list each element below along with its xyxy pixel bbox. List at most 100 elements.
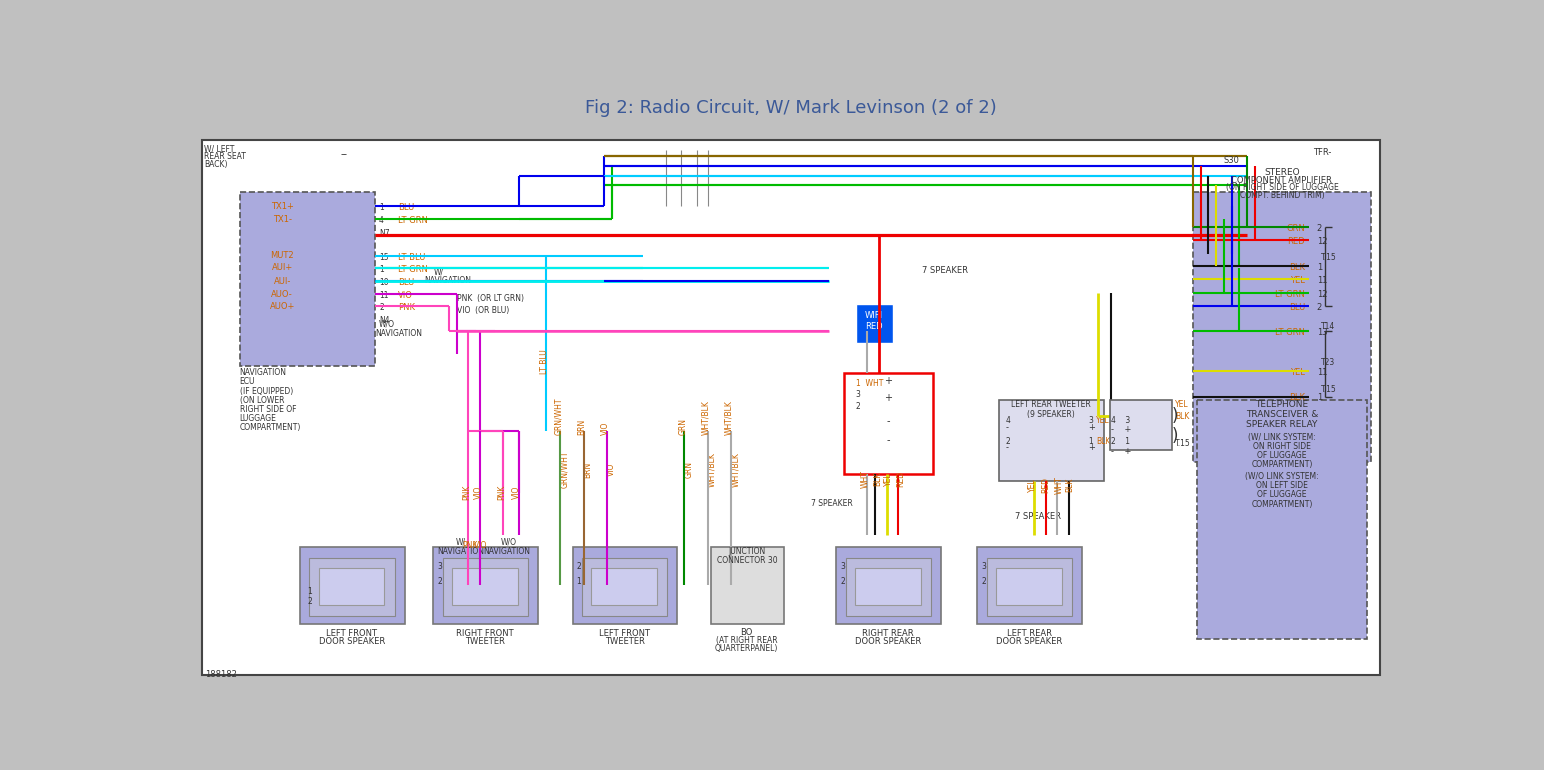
Text: DOOR SPEAKER: DOOR SPEAKER	[855, 637, 922, 646]
Text: VIO: VIO	[607, 463, 616, 477]
Text: (ON RIGHT SIDE OF LUGGAGE: (ON RIGHT SIDE OF LUGGAGE	[1226, 183, 1339, 192]
Text: 4: 4	[378, 216, 384, 226]
Text: N4: N4	[378, 316, 389, 325]
Text: 1: 1	[307, 587, 312, 596]
Text: 1: 1	[1317, 393, 1322, 403]
Bar	[837, 547, 940, 624]
Bar	[855, 568, 920, 605]
Text: 2: 2	[1317, 224, 1322, 233]
Text: 3: 3	[855, 390, 860, 399]
Text: 13: 13	[1317, 328, 1328, 337]
Text: 1: 1	[378, 203, 384, 213]
Text: 10: 10	[378, 278, 389, 287]
Text: 188182: 188182	[205, 670, 236, 679]
Text: W/: W/	[434, 268, 443, 277]
Text: NAVIGATION: NAVIGATION	[425, 276, 471, 285]
Text: BLK: BLK	[1289, 393, 1305, 403]
Bar	[987, 558, 1072, 616]
Text: ON LEFT SIDE: ON LEFT SIDE	[1255, 481, 1308, 490]
Text: ECU: ECU	[239, 377, 255, 387]
Text: COMPARTMENT): COMPARTMENT)	[1251, 460, 1312, 470]
Text: BRN: BRN	[584, 461, 593, 478]
Text: BLK: BLK	[1096, 437, 1110, 447]
Text: LUGGAGE: LUGGAGE	[239, 414, 276, 424]
Bar	[846, 558, 931, 616]
Text: W/: W/	[455, 537, 465, 547]
Text: 1  WHT: 1 WHT	[855, 379, 883, 388]
Text: N7: N7	[378, 229, 389, 238]
Text: YEL: YEL	[885, 472, 894, 486]
Bar	[591, 568, 658, 605]
Text: YEL: YEL	[1096, 416, 1110, 425]
Text: 3: 3	[1089, 416, 1093, 425]
Text: +: +	[1089, 424, 1095, 433]
Text: ): )	[1172, 427, 1178, 445]
Text: LT BLU: LT BLU	[540, 350, 550, 374]
Text: YEL: YEL	[1028, 478, 1036, 492]
Text: 2    1: 2 1	[1112, 437, 1130, 447]
Text: 11: 11	[1317, 368, 1328, 377]
Text: RIGHT REAR: RIGHT REAR	[863, 629, 914, 638]
Bar	[1197, 400, 1366, 639]
Text: AUO-: AUO-	[272, 290, 293, 299]
Text: -: -	[1005, 424, 1008, 433]
Text: TX1-: TX1-	[273, 215, 292, 224]
Text: BO: BO	[740, 628, 752, 637]
Text: WHT/BLK: WHT/BLK	[724, 400, 733, 435]
Text: (AT RIGHT REAR: (AT RIGHT REAR	[715, 636, 777, 645]
Text: DOOR SPEAKER: DOOR SPEAKER	[996, 637, 1062, 646]
Text: W/O: W/O	[502, 537, 517, 547]
Text: RED: RED	[1288, 237, 1305, 246]
Text: T.15: T.15	[1320, 385, 1337, 394]
Text: WHT: WHT	[862, 470, 871, 488]
Text: GRN/WHT: GRN/WHT	[554, 397, 564, 435]
Text: YEL: YEL	[1291, 276, 1305, 285]
Text: BLK: BLK	[1175, 412, 1189, 421]
Text: LEFT FRONT: LEFT FRONT	[599, 629, 650, 638]
Text: RIGHT FRONT: RIGHT FRONT	[457, 629, 514, 638]
Text: 2: 2	[855, 402, 860, 411]
Text: YEL: YEL	[1291, 368, 1305, 377]
Bar	[309, 558, 395, 616]
Text: NAVIGATION: NAVIGATION	[239, 368, 287, 377]
Text: 4    3: 4 3	[1112, 416, 1130, 425]
Text: LT GRN: LT GRN	[398, 265, 428, 274]
Text: LT GRN: LT GRN	[1275, 290, 1305, 299]
Text: JUNCTION: JUNCTION	[729, 547, 766, 556]
Bar	[710, 547, 784, 624]
Text: OF LUGGAGE: OF LUGGAGE	[1257, 490, 1306, 500]
Text: COMPARTMENT): COMPARTMENT)	[1251, 500, 1312, 509]
Text: 12: 12	[1317, 237, 1328, 246]
Bar	[1110, 400, 1172, 450]
Text: PNK  (OR LT GRN): PNK (OR LT GRN)	[457, 294, 523, 303]
Text: -    +: - +	[1112, 425, 1132, 434]
Text: 3: 3	[980, 562, 987, 571]
Text: 1: 1	[576, 578, 582, 587]
Bar	[193, 92, 1390, 140]
Text: 2: 2	[437, 578, 442, 587]
Text: 2: 2	[307, 597, 312, 606]
Text: TFR-: TFR-	[1312, 148, 1331, 157]
Text: WHT/BLK: WHT/BLK	[701, 400, 710, 435]
Text: GRN/WHT: GRN/WHT	[560, 451, 570, 488]
Text: 1: 1	[1089, 437, 1093, 447]
Bar	[452, 568, 517, 605]
Text: 2: 2	[840, 578, 845, 587]
Text: ON RIGHT SIDE: ON RIGHT SIDE	[1252, 442, 1311, 451]
Text: WHT/BLK: WHT/BLK	[707, 452, 716, 487]
Text: 4: 4	[1005, 416, 1010, 425]
Text: NAVIGATION: NAVIGATION	[483, 547, 531, 556]
Text: (ON LOWER: (ON LOWER	[239, 396, 284, 405]
Text: RED: RED	[866, 322, 883, 331]
Bar	[977, 547, 1082, 624]
Text: 15: 15	[378, 253, 389, 262]
Bar	[434, 547, 537, 624]
Text: T23: T23	[1320, 358, 1336, 367]
Text: T.15: T.15	[1320, 253, 1337, 262]
Text: TWEETER: TWEETER	[465, 637, 505, 646]
Text: (9 SPEAKER): (9 SPEAKER)	[1027, 410, 1075, 419]
Text: AUI+: AUI+	[272, 263, 293, 273]
Text: LT BLU: LT BLU	[398, 253, 426, 262]
Text: VIO: VIO	[474, 486, 483, 500]
Bar	[573, 547, 678, 624]
